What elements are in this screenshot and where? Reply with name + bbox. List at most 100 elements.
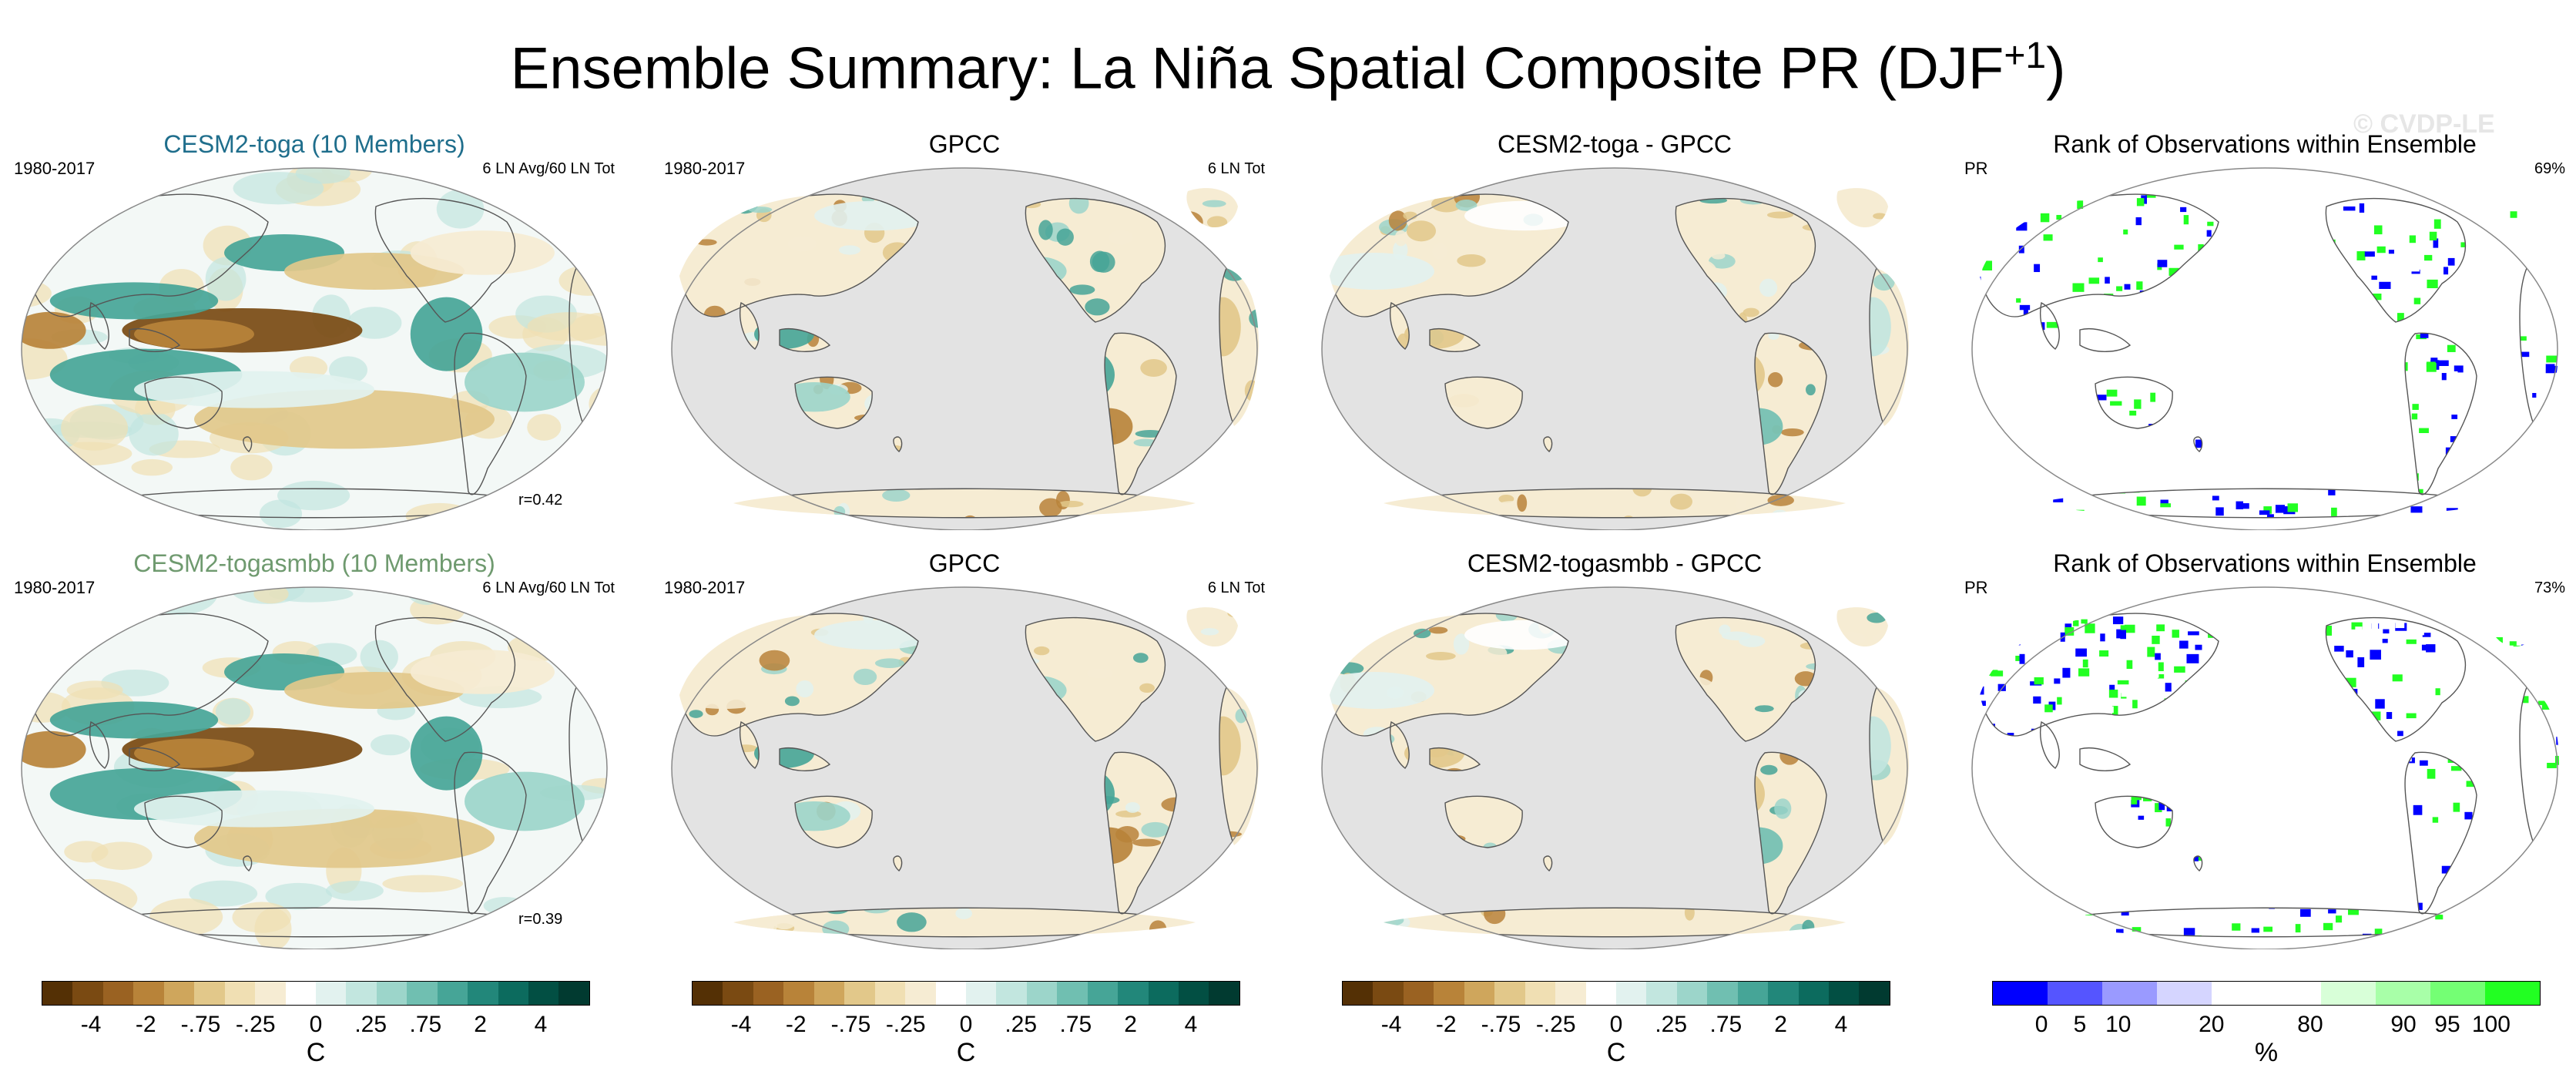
coastline-new-zealand xyxy=(893,855,903,871)
coastline-south-america xyxy=(1104,332,1177,495)
colorbar-swatch xyxy=(224,982,256,1005)
panel-title: CESM2-toga (10 Members) xyxy=(163,130,465,158)
colorbar-swatch xyxy=(346,982,377,1005)
colorbar-unit-label: C xyxy=(306,1038,326,1067)
panel-title: GPCC xyxy=(928,130,1001,158)
colorbar-swatch xyxy=(844,982,875,1005)
map-border xyxy=(671,586,1258,949)
panel-period-label: 1980-2017 xyxy=(14,159,96,178)
panel-percent-label: 73% xyxy=(2534,579,2565,596)
colorbar-swatches xyxy=(1342,981,1890,1006)
coastline-india-sea xyxy=(740,720,760,769)
colorbar-tick-labels: -4 -2 -.75 -.25 0 .25 .75 2 4 xyxy=(42,1012,590,1039)
panel-variable-label: PR xyxy=(1964,578,1988,597)
coastline-greenland xyxy=(535,606,589,647)
figure-title-main: Ensemble Summary: La Niña Spatial Compos… xyxy=(510,35,2004,102)
coastline-india-sea xyxy=(2040,301,2060,350)
colorbar-swatch xyxy=(1646,982,1677,1005)
colorbar-tick-label: -4 xyxy=(1380,1012,1402,1037)
colorbar-swatch xyxy=(753,982,784,1005)
colorbar-swatch xyxy=(2266,982,2321,1005)
coastline-north-america xyxy=(1675,197,1816,323)
colorbar-swatch xyxy=(285,982,316,1005)
map-panel xyxy=(21,586,608,949)
colorbar-swatch xyxy=(437,982,468,1005)
map-panel xyxy=(1971,167,2559,530)
colorbar-tick-label: 4 xyxy=(534,1012,548,1037)
coastline-india-sea xyxy=(740,301,760,350)
colorbar-tick-label: 0 xyxy=(959,1012,973,1037)
colorbar-swatch xyxy=(133,982,164,1005)
colorbar-tick-label: -.75 xyxy=(180,1012,221,1037)
colorbar-swatch xyxy=(163,982,195,1005)
coastline-new-zealand xyxy=(243,855,253,871)
colorbar-swatch xyxy=(1524,982,1556,1005)
panel-3: CESM2-toga - GPCC xyxy=(1314,129,1946,607)
coastline-south-america xyxy=(2404,751,2477,915)
coastline-south-america xyxy=(454,332,527,495)
colorbar-1: -4 -2 -.75 -.25 0 .25 .75 2 4 C xyxy=(42,975,596,1067)
colorbar-swatch xyxy=(315,982,347,1005)
colorbar-swatch xyxy=(2321,982,2376,1005)
colorbar-swatch xyxy=(1798,982,1829,1005)
panel-title: CESM2-toga - GPCC xyxy=(1497,130,1732,158)
colorbar-swatch xyxy=(42,982,73,1005)
coastline-south-america xyxy=(2404,332,2477,495)
colorbar-tick-label: 20 xyxy=(2199,1012,2225,1037)
colorbar-tick-label: -4 xyxy=(80,1012,102,1037)
colorbar-swatch xyxy=(1464,982,1495,1005)
panel-count-label: 6 LN Avg/60 LN Tot xyxy=(482,579,615,596)
colorbar-tick-label: -.25 xyxy=(885,1012,926,1037)
coastline-india-sea xyxy=(1390,720,1410,769)
coastline-new-zealand xyxy=(893,436,903,452)
colorbar-swatch xyxy=(1057,982,1088,1005)
colorbar-tick-label: .25 xyxy=(1655,1012,1688,1037)
panel-title: Rank of Observations within Ensemble xyxy=(2053,130,2477,158)
colorbar-swatch xyxy=(783,982,814,1005)
panel-title: GPCC xyxy=(928,549,1001,577)
coastline-maritime xyxy=(129,747,181,771)
colorbar-swatch xyxy=(528,982,559,1005)
colorbar-swatch xyxy=(376,982,408,1005)
colorbar-swatch xyxy=(468,982,498,1005)
colorbar-swatch xyxy=(1179,982,1209,1005)
colorbar-swatch xyxy=(2430,982,2485,1005)
coastline-north-america xyxy=(1025,616,1166,742)
coastline-maritime xyxy=(2079,747,2132,771)
coastline-new-zealand xyxy=(2193,436,2203,452)
panel-4: Rank of Observations within Ensemble PR … xyxy=(1964,129,2576,607)
coastline-australia xyxy=(794,795,873,848)
colorbar-unit-label: C xyxy=(1606,1038,1626,1067)
map-panel xyxy=(1321,586,1909,949)
figure-title: Ensemble Summary: La Niña Spatial Compos… xyxy=(0,22,2576,103)
coastline-south-america xyxy=(454,751,527,915)
colorbar-swatch xyxy=(1676,982,1708,1005)
colorbar-swatch xyxy=(935,982,966,1005)
colorbar-tick-label: 2 xyxy=(1124,1012,1137,1037)
coastline-greenland xyxy=(2486,606,2539,647)
colorbar-tick-label: 100 xyxy=(2471,1012,2511,1037)
watermark: © CVDP-LE xyxy=(2353,109,2495,139)
panel-title: CESM2-togasmbb (10 Members) xyxy=(133,549,495,577)
coastline-south-america xyxy=(1754,332,1827,495)
colorbar-swatch xyxy=(72,982,103,1005)
colorbar-swatch xyxy=(2048,982,2102,1005)
panel-percent-label: 69% xyxy=(2534,160,2565,177)
colorbar-tick-label: -2 xyxy=(135,1012,156,1037)
panel-count-label: 6 LN Tot xyxy=(1207,160,1265,177)
colorbar-swatch xyxy=(1555,982,1586,1005)
colorbar-swatch xyxy=(2212,982,2266,1005)
colorbar-swatch xyxy=(723,982,753,1005)
colorbar-tick-label: 80 xyxy=(2297,1012,2323,1037)
colorbar-swatch xyxy=(407,982,438,1005)
panel-1: CESM2-toga (10 Members) 1980-2017 6 LN A… xyxy=(14,129,646,607)
coastline-australia xyxy=(144,795,223,848)
colorbar-tick-label: .75 xyxy=(409,1012,442,1037)
coastline-maritime xyxy=(1429,328,1481,352)
map-panel xyxy=(21,167,608,530)
colorbar-swatch xyxy=(1707,982,1738,1005)
colorbar-swatch xyxy=(905,982,936,1005)
field-layer xyxy=(22,587,607,949)
colorbar-swatch xyxy=(1209,982,1239,1005)
coastline-india-sea xyxy=(1390,301,1410,350)
